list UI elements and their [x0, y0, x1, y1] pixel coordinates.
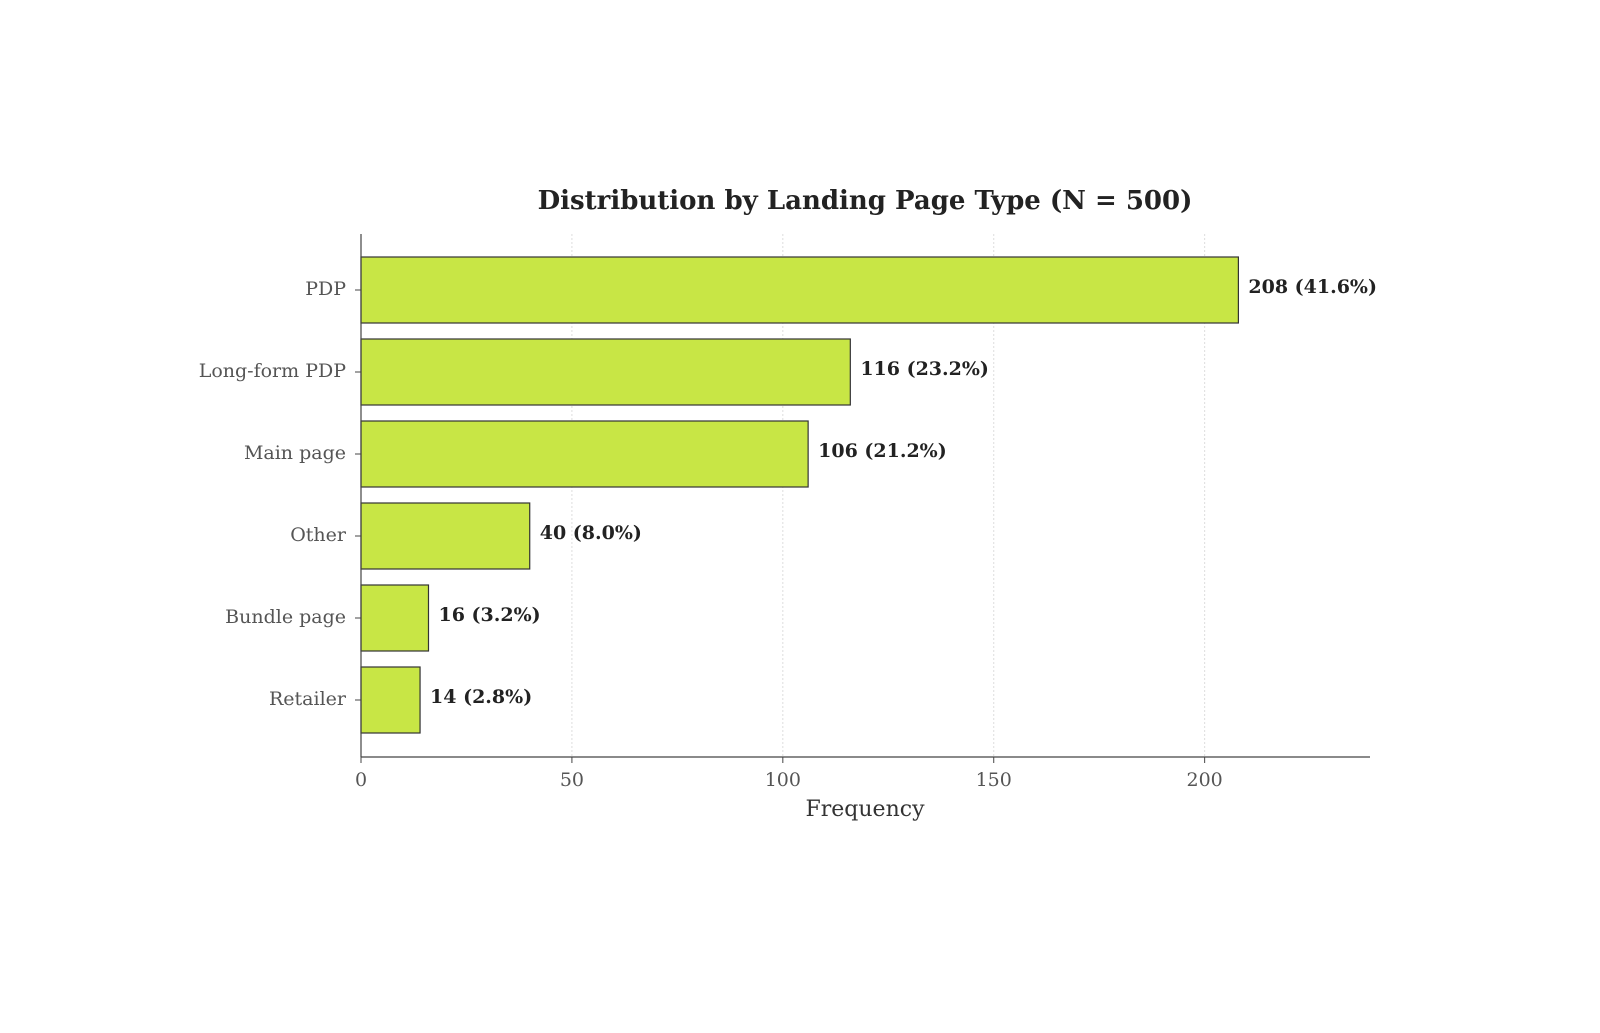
bar [360, 584, 430, 652]
y-tick-label: Bundle page [225, 606, 346, 628]
y-tick-label: Long-form PDP [199, 360, 347, 382]
bar [360, 502, 531, 570]
y-tick-label: Retailer [269, 688, 347, 710]
y-tick-label: Other [290, 524, 347, 546]
x-tick-label: 150 [976, 769, 1012, 791]
value-label: 116 (23.2%) [860, 358, 989, 380]
value-label: 106 (21.2%) [818, 440, 947, 462]
x-axis-label: Frequency [806, 797, 926, 822]
y-tick-label: PDP [305, 278, 346, 300]
value-label: 40 (8.0%) [540, 522, 642, 544]
y-tick-label: Main page [244, 442, 346, 464]
bar [360, 420, 809, 488]
x-tick-label: 0 [355, 769, 367, 791]
value-label: 208 (41.6%) [1248, 276, 1377, 298]
chart-title: Distribution by Landing Page Type (N = 5… [538, 186, 1193, 216]
bar [360, 666, 421, 734]
value-label: 14 (2.8%) [430, 686, 532, 708]
x-tick-label: 100 [765, 769, 801, 791]
value-label: 16 (3.2%) [438, 604, 540, 626]
bar [360, 338, 851, 406]
x-tick-label: 200 [1187, 769, 1223, 791]
x-tick-label: 50 [560, 769, 584, 791]
bar [360, 256, 1239, 324]
